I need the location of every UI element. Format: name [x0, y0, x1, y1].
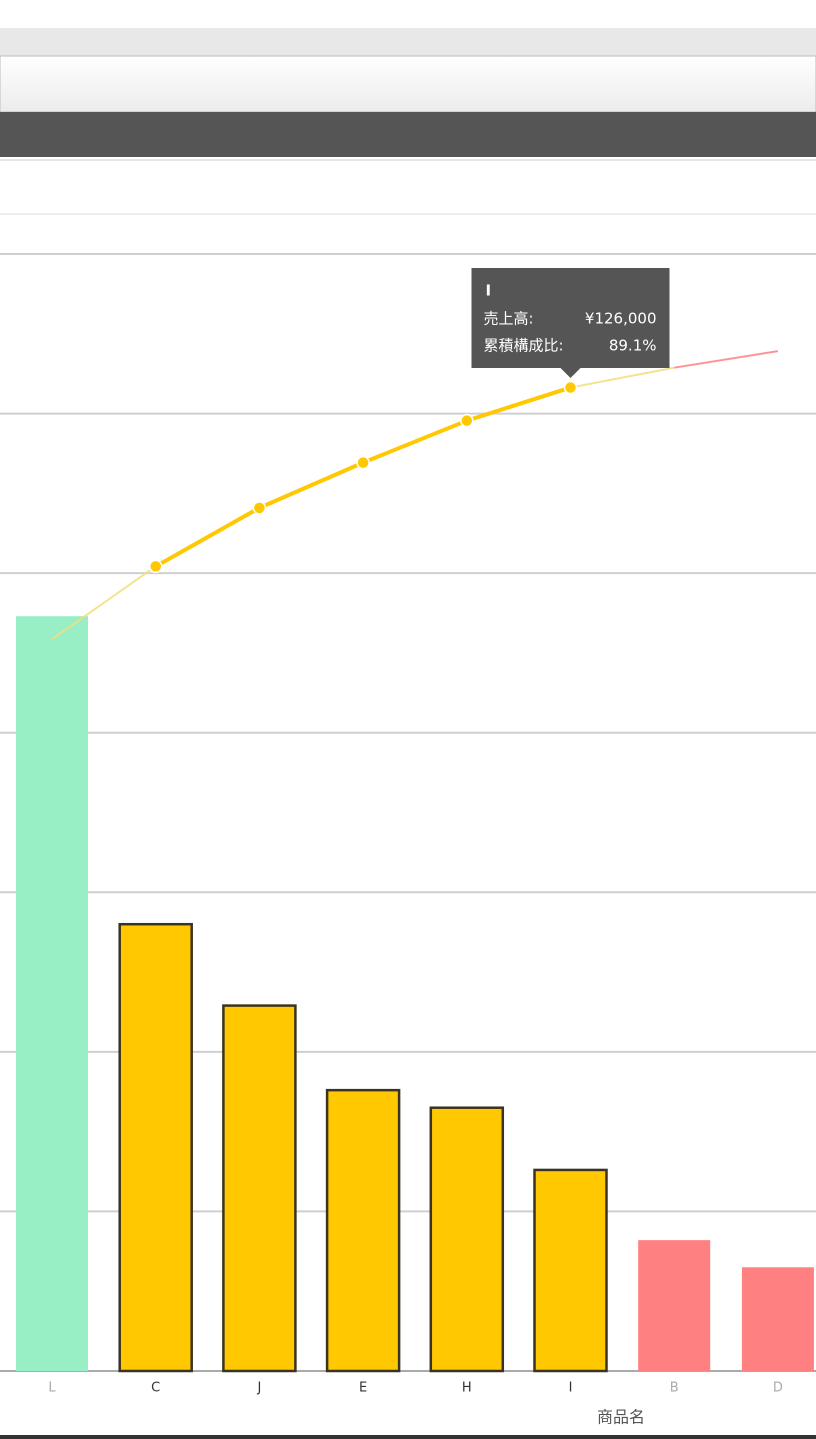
top-strip: [0, 28, 816, 56]
x-tick-label: H: [462, 1381, 472, 1396]
tooltip-label: 累積構成比:: [484, 337, 564, 355]
line-segment: [674, 350, 779, 369]
bar: [222, 1004, 297, 1373]
toolbar: [0, 55, 816, 113]
tooltip-value: ¥126,000: [585, 310, 657, 328]
line-segment: [362, 418, 468, 465]
x-tick-label: D: [773, 1381, 783, 1396]
line-segment: [570, 366, 675, 389]
x-tick-label: C: [151, 1381, 160, 1396]
line-point: [460, 413, 474, 428]
x-tick-label: J: [256, 1381, 261, 1396]
bar: [533, 1168, 608, 1373]
bar: [118, 922, 193, 1373]
line-point: [356, 455, 370, 470]
plot: L C J E H I B D: [0, 253, 816, 1396]
line-segment: [466, 385, 572, 423]
x-tick-label: E: [359, 1381, 367, 1396]
bar: [16, 616, 88, 1371]
line-segment: [258, 460, 364, 510]
bottom-edge: [0, 1435, 816, 1439]
x-tick-label: L: [48, 1381, 56, 1396]
line-segment: [154, 506, 261, 569]
tooltip-label: 売上高:: [484, 310, 534, 328]
bar: [429, 1106, 505, 1373]
line-point: [252, 501, 267, 515]
x-tick-label: I: [569, 1381, 573, 1396]
tooltip-box: [471, 268, 670, 378]
tooltip-title: I: [486, 282, 492, 300]
x-axis-label: 商品名: [597, 1408, 645, 1427]
tooltip: I 売上高: ¥126,000 累積構成比: 89.1%: [471, 268, 670, 378]
bar: [741, 1267, 814, 1371]
header-bar: [0, 112, 816, 157]
bar: [638, 1240, 711, 1371]
bar: [325, 1088, 401, 1373]
x-tick-label: B: [670, 1381, 679, 1396]
line-point: [148, 559, 163, 574]
tooltip-value: 89.1%: [609, 337, 657, 355]
line-point: [563, 380, 578, 395]
line-segment: [51, 565, 157, 641]
